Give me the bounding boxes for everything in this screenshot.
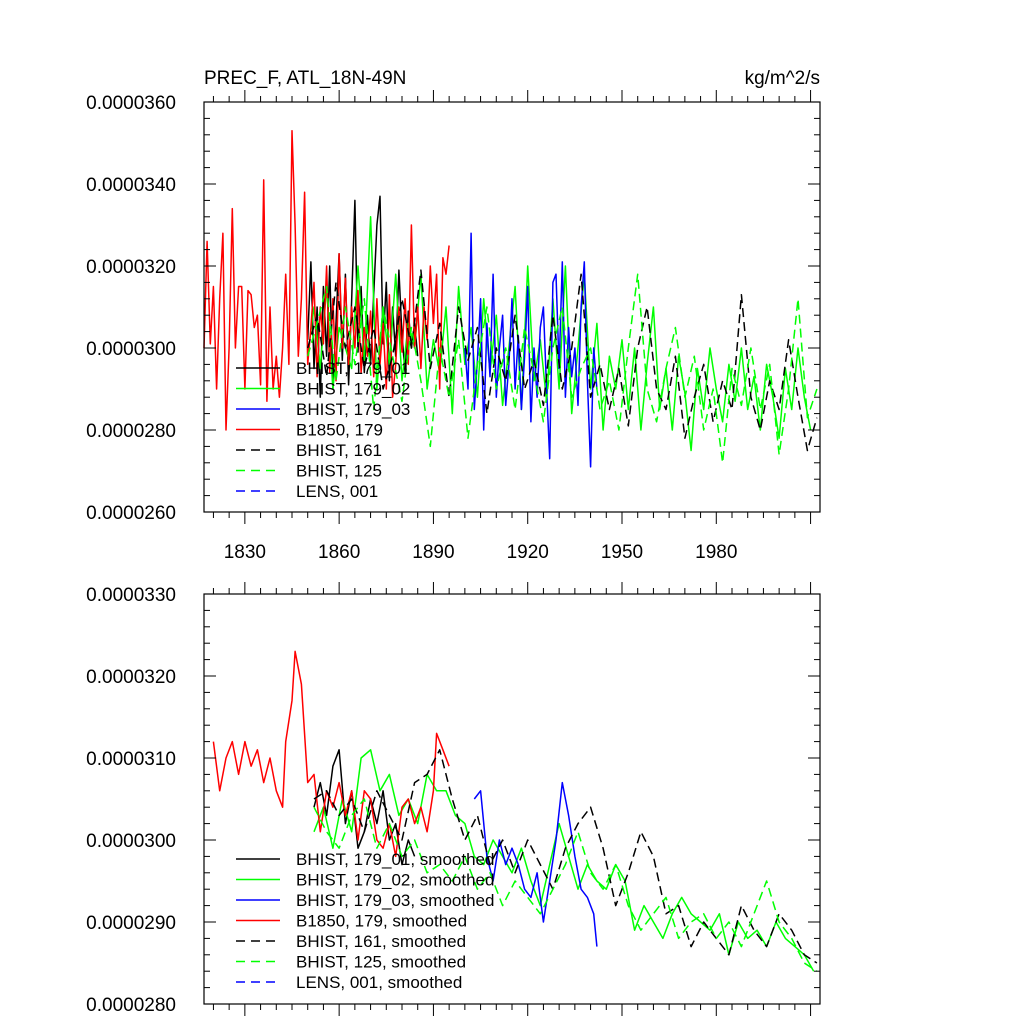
y-tick-label: 0.0000340: [86, 175, 176, 196]
legend-label: BHIST, 179_01: [296, 359, 410, 378]
legend-label: BHIST, 125: [296, 462, 382, 481]
y-tick-label: 0.0000360: [86, 93, 176, 114]
y-tick-label: 0.0000280: [86, 421, 176, 442]
series-line-4: [306, 269, 818, 452]
y-tick-label: 0.0000320: [86, 257, 176, 278]
top-panel-title: PREC_F, ATL_18N-49N: [204, 68, 406, 89]
y-tick-label: 0.0000310: [86, 749, 176, 770]
series-line-3: [212, 650, 450, 858]
bottom-panel: 0.0000280 0.0000290 0.0000300 0.0000310 0.00…: [86, 582, 821, 1016]
x-tick-label: 1830: [224, 542, 266, 563]
top-panel: PREC_F, ATL_18N-49N kg/m^2/s 0.0000260 0.…: [86, 68, 821, 563]
y-tick-label: 0.0000300: [86, 339, 176, 360]
y-tick-label: 0.0000280: [86, 995, 176, 1016]
legend-label: BHIST, 179_01, smoothed: [296, 850, 494, 869]
legend-label: BHIST, 161, smoothed: [296, 932, 466, 951]
legend-label: BHIST, 179_03: [296, 400, 410, 419]
legend-label: BHIST, 179_02: [296, 380, 410, 399]
legend-label: LENS, 001, smoothed: [296, 973, 462, 992]
series-line-2: [464, 232, 598, 468]
series-line-5: [313, 798, 818, 972]
y-tick-label: 0.0000320: [86, 667, 176, 688]
legend-label: BHIST, 179_03, smoothed: [296, 891, 494, 910]
series-line-2: [473, 781, 598, 947]
x-tick-label: 1890: [412, 542, 454, 563]
series-line-1: [306, 216, 812, 452]
y-tick-label: 0.0000260: [86, 503, 176, 524]
legend-label: LENS, 001: [296, 482, 378, 501]
top-panel-units: kg/m^2/s: [745, 68, 820, 89]
x-tick-label: 1950: [601, 542, 643, 563]
legend-label: BHIST, 179_02, smoothed: [296, 871, 494, 890]
series-line-4: [313, 749, 818, 964]
legend-label: BHIST, 125, smoothed: [296, 953, 466, 972]
legend-label: B1850, 179: [296, 421, 383, 440]
series-line-0: [313, 749, 416, 866]
legend-label: B1850, 179, smoothed: [296, 912, 467, 931]
x-tick-label: 1920: [507, 542, 549, 563]
series-line-5: [306, 273, 818, 464]
x-tick-label: 1860: [318, 542, 360, 563]
legend-label: BHIST, 161: [296, 441, 382, 460]
y-tick-label: 0.0000330: [86, 585, 176, 606]
y-tick-label: 0.0000300: [86, 831, 176, 852]
x-tick-label: 1980: [695, 542, 737, 563]
y-tick-label: 0.0000290: [86, 913, 176, 934]
